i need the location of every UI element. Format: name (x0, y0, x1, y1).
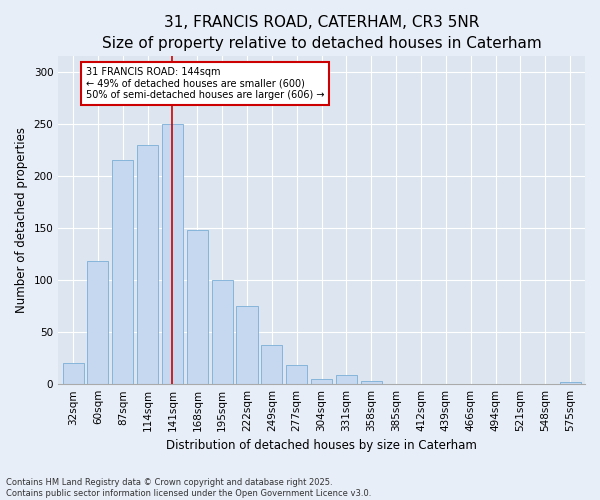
Bar (311, 379, 332, 384)
Bar (162, 124, 183, 384)
Bar (62, 364, 83, 384)
X-axis label: Distribution of detached houses by size in Caterham: Distribution of detached houses by size … (166, 440, 477, 452)
Bar (187, 230, 208, 384)
Title: 31, FRANCIS ROAD, CATERHAM, CR3 5NR
Size of property relative to detached houses: 31, FRANCIS ROAD, CATERHAM, CR3 5NR Size… (102, 15, 541, 51)
Bar (137, 145, 158, 384)
Y-axis label: Number of detached properties: Number of detached properties (15, 128, 28, 314)
Bar (286, 366, 307, 384)
Text: Contains HM Land Registry data © Crown copyright and database right 2025.
Contai: Contains HM Land Registry data © Crown c… (6, 478, 371, 498)
Text: 31 FRANCIS ROAD: 144sqm
← 49% of detached houses are smaller (600)
50% of semi-d: 31 FRANCIS ROAD: 144sqm ← 49% of detache… (86, 66, 324, 100)
Bar (560, 382, 581, 384)
Bar (236, 306, 257, 384)
Bar (361, 381, 382, 384)
Bar (262, 344, 283, 384)
Bar (336, 375, 357, 384)
Bar (212, 280, 233, 384)
Bar (112, 160, 133, 384)
Bar (88, 262, 109, 384)
